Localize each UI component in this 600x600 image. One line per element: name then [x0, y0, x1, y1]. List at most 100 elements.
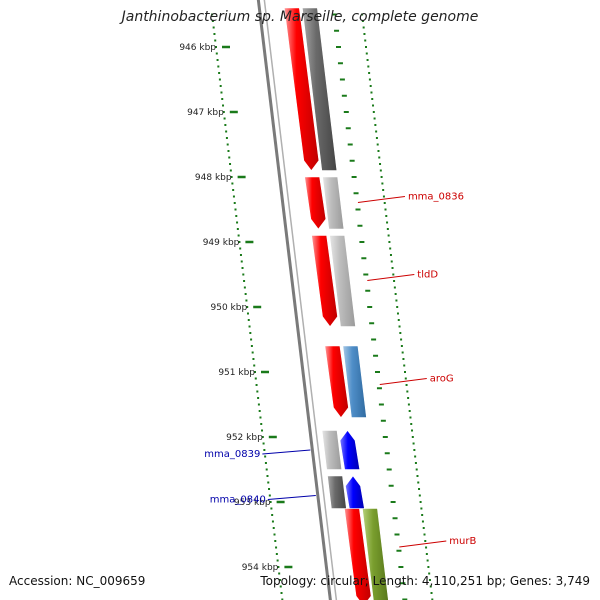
outer-ruler-minor-tick	[410, 423, 413, 425]
ruler-minor-tick	[258, 410, 261, 412]
ruler-minor-tick	[245, 299, 248, 302]
ruler-tick-label: 954 kbp	[242, 563, 279, 573]
outer-ruler-minor-tick	[398, 325, 401, 328]
ruler-minor-tick	[220, 91, 223, 94]
outer-ruler-minor-tick	[418, 494, 421, 497]
gene-label-leader	[379, 378, 427, 385]
ruler-minor-tick	[278, 572, 281, 575]
ruler-minor-tick	[269, 501, 272, 503]
outer-ruler-minor-tick	[404, 371, 406, 373]
outer-ruler-minor-tick	[416, 475, 419, 477]
outer-ruler-minor-tick	[408, 410, 411, 412]
ruler-minor-tick	[233, 202, 236, 204]
gene-label[interactable]: mma_0840	[210, 495, 266, 506]
ruler-minor-tick	[275, 546, 278, 549]
ruler-minor-tick	[230, 176, 233, 178]
ruler-tick-label: 949 kbp	[203, 238, 240, 248]
outer-ruler-minor-tick	[413, 449, 416, 451]
reverse-cds-feature[interactable]	[345, 475, 365, 509]
outer-ruler-minor-tick	[407, 397, 410, 399]
outer-ruler-minor-tick	[411, 436, 414, 438]
ruler-minor-tick	[232, 189, 235, 191]
gene-label[interactable]: mma_0839	[204, 449, 260, 460]
outer-ruler-minor-tick	[361, 20, 364, 22]
forward-cds-feature[interactable]	[304, 176, 327, 230]
outer-ruler-minor-tick	[427, 566, 430, 568]
ruler-minor-tick	[275, 553, 278, 555]
outer-ruler-minor-tick	[388, 241, 391, 243]
outer-ruler-minor-tick	[379, 163, 382, 165]
ruler-minor-tick	[240, 260, 243, 263]
ruler-minor-tick	[273, 533, 276, 536]
outer-ruler-minor-tick	[418, 488, 421, 490]
outer-ruler-minor-tick	[425, 553, 428, 555]
outer-ruler-minor-tick	[372, 104, 375, 107]
ruler-tick-label: 947 kbp	[187, 108, 224, 118]
gene-label[interactable]: murB	[449, 536, 476, 547]
gene-label[interactable]: aroG	[430, 374, 454, 385]
ruler-minor-tick	[224, 124, 227, 126]
gene-label[interactable]: tldD	[417, 270, 438, 281]
reverse-category-feature[interactable]	[321, 430, 343, 470]
genome-backbone	[256, 0, 332, 600]
ruler-minor-tick	[216, 59, 219, 61]
reverse-category-feature[interactable]	[327, 475, 347, 509]
ruler-minor-tick	[256, 390, 259, 393]
forward-cds-feature[interactable]	[324, 345, 349, 418]
outer-ruler-minor-tick	[424, 540, 427, 542]
forward-category-feature[interactable]	[342, 345, 367, 418]
outer-ruler-minor-tick	[386, 228, 389, 230]
outer-ruler-minor-tick	[389, 254, 392, 256]
ruler-minor-tick	[244, 293, 247, 295]
forward-cds-feature[interactable]	[283, 7, 320, 171]
ruler-minor-tick	[266, 475, 269, 477]
ruler-minor-tick	[241, 267, 244, 269]
outer-ruler-minor-tick	[395, 299, 398, 302]
ruler-minor-tick	[219, 85, 222, 87]
ruler-minor-tick	[211, 13, 214, 16]
ruler-minor-tick	[239, 254, 242, 256]
ruler-tick-label: 950 kbp	[211, 303, 248, 313]
outer-ruler-minor-tick	[401, 351, 404, 354]
reverse-cds-feature[interactable]	[339, 430, 361, 470]
ruler-minor-tick	[237, 234, 240, 237]
outer-ruler-minor-tick	[368, 72, 371, 74]
outer-ruler-minor-tick	[371, 98, 374, 100]
outer-ruler-minor-tick	[428, 572, 431, 575]
ruler-minor-tick	[274, 540, 277, 542]
gene-label[interactable]: mma_0836	[408, 192, 464, 203]
outer-ruler-minor-tick	[400, 345, 403, 347]
outer-ruler-minor-tick	[400, 338, 403, 341]
ruler-minor-tick	[276, 559, 279, 562]
outer-ruler-minor-tick	[375, 137, 378, 139]
ruler-minor-tick	[234, 208, 237, 211]
forward-category-feature[interactable]	[329, 235, 356, 327]
forward-category-feature[interactable]	[322, 176, 345, 230]
forward-cds-feature[interactable]	[311, 235, 338, 327]
ruler-minor-tick	[248, 325, 251, 328]
ruler-minor-tick	[263, 449, 266, 451]
ruler-minor-tick	[211, 20, 214, 22]
ruler-minor-tick	[280, 592, 283, 594]
gene-label-leader	[262, 449, 311, 455]
ruler-minor-tick	[250, 338, 253, 341]
forward-category-feature[interactable]	[301, 7, 338, 171]
outer-ruler-minor-tick	[365, 46, 367, 48]
outer-ruler-minor-tick	[393, 286, 396, 289]
ruler-minor-tick	[246, 312, 249, 315]
ruler-minor-tick	[226, 143, 229, 146]
outer-ruler-minor-tick	[423, 533, 426, 536]
ruler-minor-tick	[281, 598, 284, 600]
outer-ruler-minor-tick	[366, 59, 369, 61]
ruler-minor-tick	[232, 195, 235, 198]
outer-ruler-minor-tick	[384, 208, 387, 211]
outer-ruler-minor-tick	[364, 39, 367, 42]
ruler-minor-tick	[253, 364, 256, 367]
outer-ruler-minor-tick	[377, 150, 380, 152]
outer-ruler-minor-tick	[428, 579, 431, 581]
forward-category-feature[interactable]	[362, 508, 389, 600]
outer-ruler-minor-tick	[409, 416, 412, 419]
outer-ruler-minor-tick	[391, 267, 394, 269]
ruler-minor-tick	[264, 455, 267, 458]
